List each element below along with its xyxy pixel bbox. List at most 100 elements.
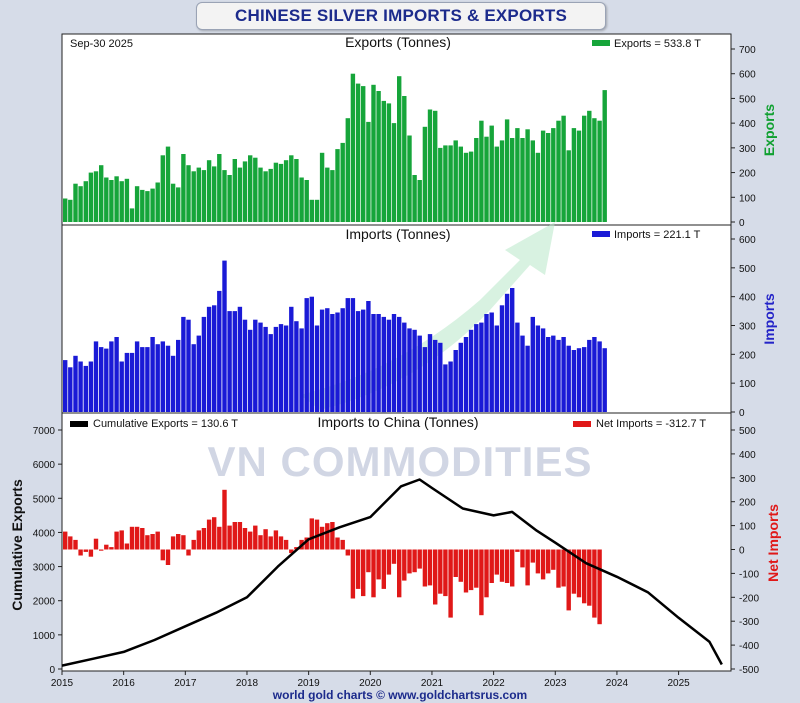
net-import-bar [479, 549, 484, 616]
exports-bar [371, 84, 376, 222]
imports-bar [458, 342, 463, 412]
imports-bar [340, 308, 345, 412]
exports-bar [468, 151, 474, 222]
net-import-bar [412, 549, 417, 573]
imports-bar [217, 290, 222, 412]
exports-bar [510, 138, 515, 222]
exports-bar [155, 182, 160, 222]
net-import-bar [119, 530, 124, 550]
exports-bar [463, 152, 469, 222]
imports-bar [155, 344, 160, 412]
imports-bar [468, 329, 474, 412]
imports-bar [386, 319, 392, 412]
exports-bar [201, 170, 207, 222]
cumulative-tick: 6000 [33, 460, 56, 471]
imports-bar [540, 328, 546, 412]
imports-bar [104, 348, 109, 412]
imports-bar [170, 355, 176, 412]
net-imports-chart: -500-400-300-200-10001002003004005000100… [33, 426, 760, 689]
net-import-bar [268, 536, 273, 550]
net-import-bar [222, 489, 227, 550]
exports-bar [582, 115, 587, 222]
net-import-bar [88, 549, 94, 557]
exports-bar [546, 133, 551, 222]
imports-bar [587, 339, 592, 412]
net-import-bar [474, 549, 479, 588]
net-import-bar [597, 549, 602, 625]
imports-bar [489, 312, 494, 412]
exports-bar [114, 176, 119, 222]
exports-bar [237, 167, 243, 222]
imports-bar [530, 316, 535, 413]
imports-chart: 0 100 200 300 400 500 600 [63, 235, 756, 419]
exports-bar [433, 110, 438, 222]
exports-bar [212, 166, 217, 222]
imports-bar [114, 337, 119, 412]
x-tick-label: 2017 [174, 678, 197, 689]
net-import-bar [535, 549, 541, 574]
imports-bar [129, 352, 135, 412]
imports-bar [309, 296, 314, 412]
net-import-bar [407, 549, 412, 574]
net-import-bar [417, 549, 422, 569]
net-import-bar [83, 549, 88, 552]
imports-bar [361, 309, 366, 412]
footer-credit: world gold charts © www.goldchartsrus.co… [272, 688, 528, 702]
imports-bar [535, 325, 541, 412]
cumulative-tick: 1000 [33, 631, 56, 642]
exports-bar [402, 96, 407, 222]
cumulative-tick: 0 [49, 665, 55, 676]
net-import-bar [263, 529, 268, 550]
exports-bar [556, 120, 561, 222]
exports-bar [325, 167, 330, 222]
exports-bar [592, 118, 597, 222]
net-import-bar [206, 519, 212, 550]
imports-bar [248, 329, 253, 412]
imports-bar [304, 298, 309, 412]
imports-bar [463, 337, 469, 412]
net-import-bar [438, 549, 443, 594]
imports-bar [582, 347, 587, 412]
net-import-bar [540, 549, 546, 580]
net-import-bar [391, 549, 397, 564]
exports-bar [124, 178, 130, 223]
net-import-bar [319, 526, 325, 550]
net-import-bar [350, 549, 356, 599]
net-import-bar [129, 526, 135, 550]
net-import-bar [355, 549, 361, 589]
exports-bar [443, 145, 448, 222]
net-import-bar [340, 539, 345, 550]
net-import-bar [546, 549, 551, 574]
exports-bar [438, 147, 443, 222]
exports-bar [453, 140, 458, 222]
imports-bar [453, 350, 458, 412]
exports-bar [319, 152, 325, 222]
imports-tick: 400 [739, 293, 756, 304]
exports-bar [176, 187, 181, 222]
net-import-bar [499, 549, 505, 582]
imports-bar [479, 322, 484, 412]
cumulative-legend: Cumulative Exports = 130.6 T [93, 418, 238, 430]
exports-tick: 300 [739, 144, 756, 155]
imports-bar [427, 334, 433, 412]
imports-bar [566, 345, 571, 412]
net-import-bar [181, 535, 186, 550]
imports-bar [319, 309, 325, 412]
net-import-bar [381, 549, 386, 589]
exports-bar [160, 155, 165, 222]
net-import-bar [140, 528, 145, 550]
exports-bar [494, 146, 499, 222]
imports-bar [602, 348, 607, 412]
x-tick-label: 2023 [544, 678, 567, 689]
exports-bar [571, 128, 577, 222]
imports-bar [242, 319, 248, 412]
exports-bar [381, 100, 386, 222]
exports-bar [129, 208, 135, 222]
net-import-bar [571, 549, 577, 594]
net-import-bar [386, 549, 392, 575]
net-import-bar [278, 536, 284, 550]
exports-bar [566, 150, 571, 222]
net-tick: -100 [739, 569, 759, 580]
net-import-bar [556, 549, 561, 588]
net-import-bar [258, 535, 263, 550]
